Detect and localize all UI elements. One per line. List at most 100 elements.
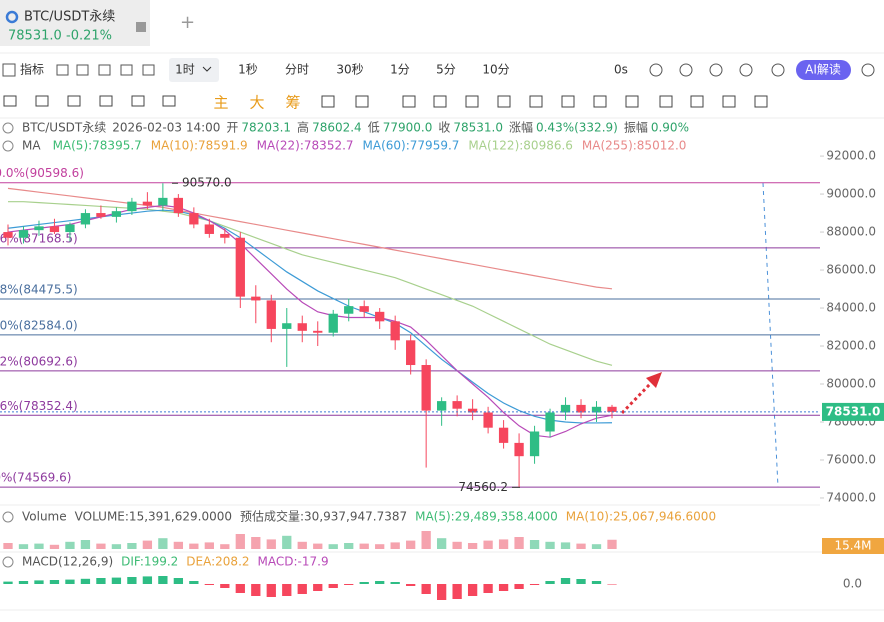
tool-icon[interactable] [99,95,113,107]
interval[interactable]: 30秒 [336,63,363,77]
collapse-icon[interactable] [2,511,14,523]
volume-bar [220,544,230,549]
toolbar-icon[interactable] [709,63,723,77]
macd-bar [607,584,617,585]
tool-icon[interactable] [402,95,416,108]
tool-icon[interactable] [722,95,736,108]
macd-bar [235,584,245,593]
tool-icon[interactable] [529,95,543,108]
tool-icon[interactable] [131,95,145,107]
toolbar-icon[interactable] [861,63,875,77]
ma-line [8,201,613,366]
info-time: 2026-02-03 14:00 [112,121,220,135]
volume-bar [189,543,199,549]
info-value: 0.43%(332.9) [536,121,618,135]
candle-body [204,224,214,234]
volume-bar [313,543,323,549]
interval[interactable]: 1分 [390,63,410,77]
toolbar-icon[interactable] [76,64,89,76]
macd-bar [80,578,91,584]
tool-icon[interactable] [355,95,369,108]
collapse-icon[interactable] [2,122,14,134]
volume-bar [545,541,555,549]
candle-body [421,365,431,411]
toolbar-icon[interactable] [56,64,69,76]
candle-body [235,237,245,297]
candle-body [18,230,29,238]
tab-close[interactable] [136,22,146,32]
volume-field: MA(10):25,067,946.6000 [566,510,716,524]
volume-bar [18,544,29,549]
volume-bar [421,531,431,549]
collapse-icon[interactable] [2,140,14,152]
toolbar-icon[interactable] [649,63,663,77]
quick-tool[interactable]: 主 [213,94,228,112]
volume-bar [127,543,137,549]
macd-bar [282,584,292,596]
dropdown [202,66,212,72]
interval[interactable]: 10分 [482,63,509,77]
new-tab[interactable]: + [180,12,195,33]
toolbar-icon[interactable] [679,63,693,77]
tool-icon[interactable] [35,95,49,107]
volume-title: Volume [22,510,67,524]
candle-body [328,313,338,333]
volume-bar [142,540,153,549]
indicator-button[interactable]: 指标 [20,62,44,77]
candle-body [111,211,122,217]
candle-body [282,323,292,329]
candle-body [65,224,75,233]
interval[interactable]: 1秒 [238,63,258,77]
ma-legend: MA(22):78352.7 [257,139,354,153]
toolbar-icon[interactable] [98,64,111,76]
countdown: 0s [614,63,628,77]
quick-tool[interactable]: 大 [249,94,264,112]
ma-legend: MA(255):85012.0 [582,139,687,153]
tool-icon[interactable] [690,95,704,108]
volume-bar [173,541,184,549]
ai-badge[interactable] [796,60,851,80]
interval[interactable]: 1时 [175,63,195,77]
tool-icon[interactable] [465,95,479,108]
macd-bar [204,584,214,585]
interval[interactable]: 5分 [436,63,456,77]
toolbar-icon[interactable] [142,64,155,76]
y-tick-label: 76000.0 [826,452,876,466]
toolbar-icon[interactable] [739,63,753,77]
toolbar-icon[interactable] [771,63,785,77]
tool-icon[interactable] [67,95,81,107]
ai-button[interactable]: AI解读 [805,63,841,77]
toolbar-icon[interactable] [120,64,133,76]
ma-legend: MA(122):80986.6 [468,139,573,153]
y-tick-label: 88000.0 [826,225,876,239]
tool-icon[interactable] [497,95,511,108]
volume-bar [344,543,354,549]
last-price-label: 78531.0 [826,404,881,418]
tool-icon[interactable] [321,95,335,108]
macd-bar [65,579,75,584]
quick-tool[interactable]: 筹 [285,94,300,112]
tool-icon[interactable] [3,95,17,107]
tool-icon[interactable] [433,95,447,108]
interval[interactable]: 分时 [285,63,309,77]
tool-icon[interactable] [754,95,768,108]
price-annotation: 74560.2 [458,480,508,494]
candle-body [189,213,199,225]
volume-bar [498,539,509,549]
volume-bar [359,543,369,549]
active-tab[interactable] [0,0,150,46]
macd-bar [344,584,354,585]
macd-bar [406,584,416,586]
collapse-icon[interactable] [2,556,14,568]
ma-line [7,187,613,290]
macd-bar [313,584,323,591]
fib-label: 23.6%(78352.4) [0,399,78,413]
fib-label: 50.0%(82584.0) [0,318,78,332]
tool-icon[interactable] [162,95,176,107]
price-axis [820,150,884,505]
macd-bar [328,584,338,588]
tool-icon[interactable] [659,95,673,108]
tool-icon[interactable] [625,95,639,108]
tool-icon[interactable] [561,95,575,108]
tool-icon[interactable] [593,95,607,108]
